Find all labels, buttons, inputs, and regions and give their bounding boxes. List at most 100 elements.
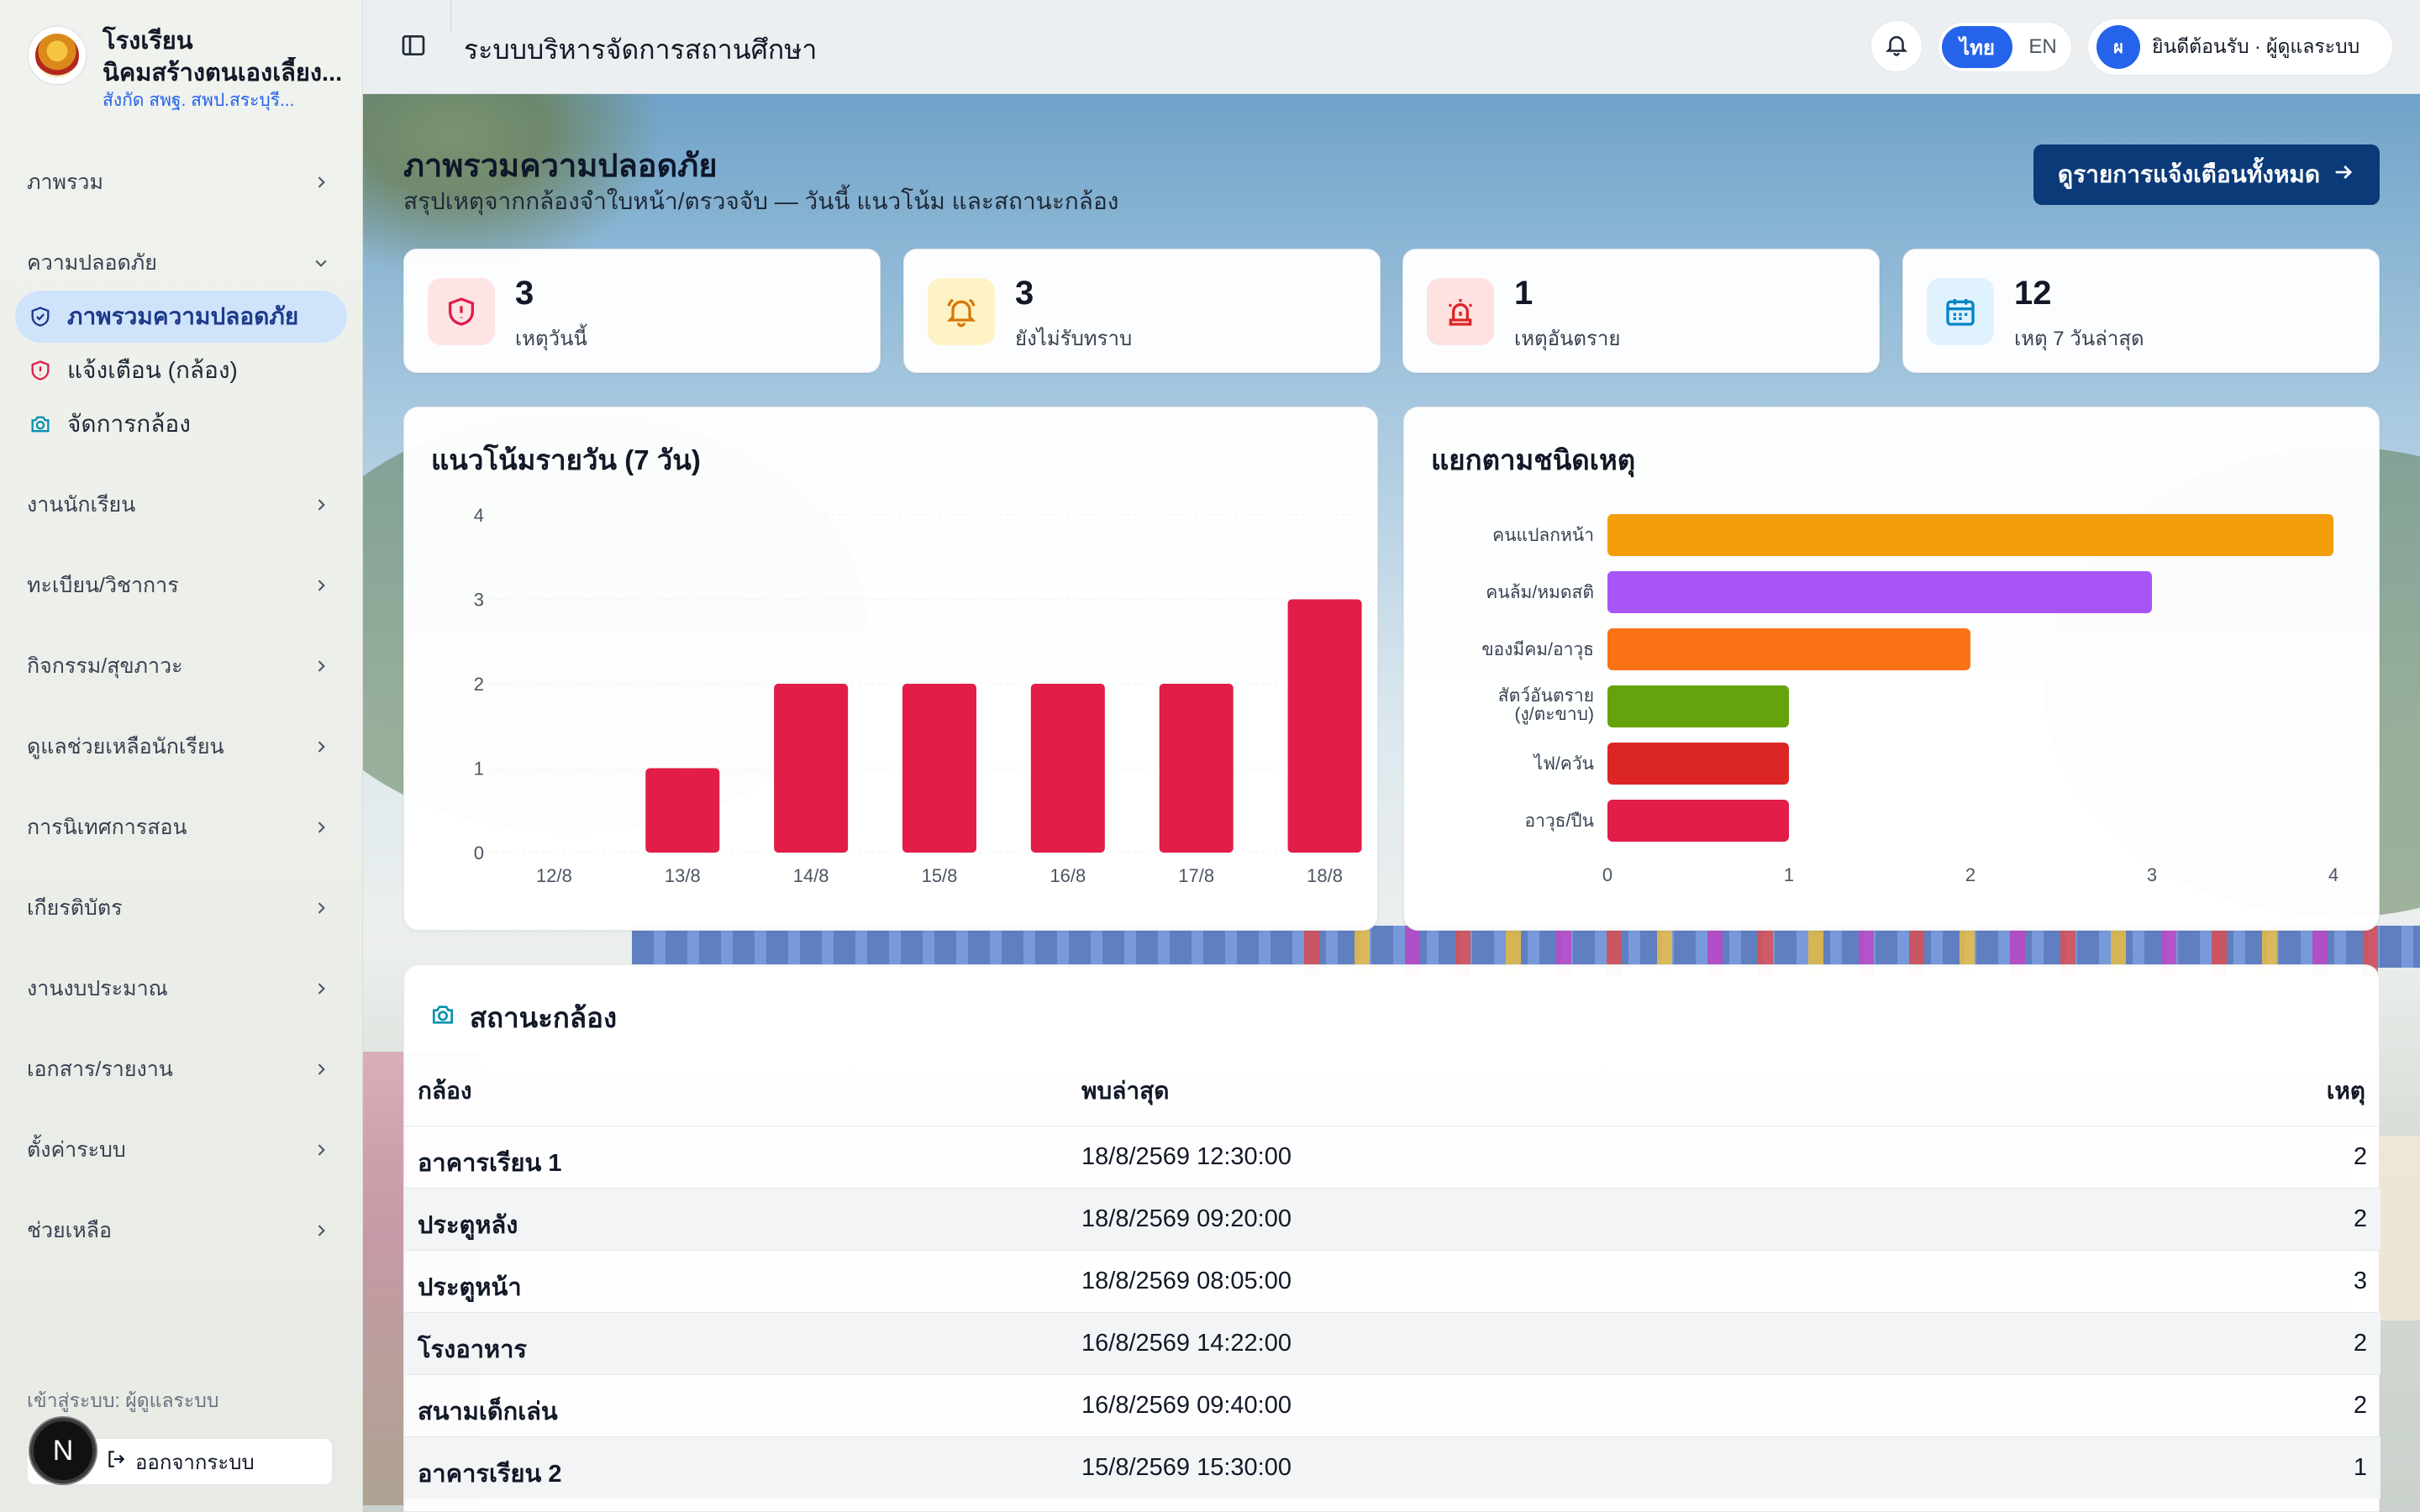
- sidebar-item-documents[interactable]: เอกสาร/รายงาน: [27, 1053, 338, 1086]
- sidebar-item-certificates[interactable]: เกียรติบัตร: [27, 891, 338, 925]
- camera-status-card: สถานะกล้อง กล้อง พบล่าสุด เหตุ อาคารเรีย…: [403, 964, 2381, 1512]
- app-title: ระบบบริหารจัดการสถานศึกษา: [464, 34, 818, 65]
- sidebar-item-help[interactable]: ช่วยเหลือ: [27, 1214, 338, 1247]
- chevron-right-icon: [304, 649, 338, 683]
- cell-events: 2: [2353, 1392, 2367, 1419]
- column-header-last-seen[interactable]: พบล่าสุด: [1081, 1078, 1170, 1104]
- stat-card-today: 3 เหตุวันนี้: [403, 249, 881, 373]
- event-type-card: แยกตามชนิดเหตุ คนแปลกหน้า คนล้ม/หมดสติ ของ…: [1403, 407, 2380, 931]
- cell-camera: สนามเด็กเล่น: [418, 1399, 558, 1425]
- table-row[interactable]: ประตูหลัง 18/8/2569 09:20:00 2: [404, 1188, 2381, 1250]
- stat-card-last7days: 12 เหตุ 7 วันล่าสุด: [1902, 249, 2380, 373]
- y-tick-label: อาวุธ/ปืน: [1524, 811, 1594, 832]
- sidebar-item-label: เอกสาร/รายงาน: [27, 1058, 173, 1081]
- cell-camera: ประตูหลัง: [418, 1212, 518, 1239]
- y-tick-label: คนล้ม/หมดสติ: [1486, 583, 1594, 602]
- table-row[interactable]: อาคารเรียน 1 18/8/2569 12:30:00 2: [404, 1126, 2381, 1188]
- stat-label: เหตุ 7 วันล่าสุด: [2014, 328, 2144, 350]
- sidebar-item-label: เกียรติบัตร: [27, 896, 123, 920]
- sidebar-item-student-care[interactable]: ดูแลช่วยเหลือนักเรียน: [27, 730, 338, 764]
- logout-icon: [105, 1448, 127, 1476]
- stat-value: 3: [1015, 275, 1034, 312]
- language-switcher: ไทย EN: [1938, 22, 2072, 72]
- sidebar-toggle-button[interactable]: [397, 30, 430, 64]
- cell-last-seen: 18/8/2569 09:20:00: [1081, 1205, 1292, 1232]
- stat-card-unacknowledged: 3 ยังไม่รับทราบ: [903, 249, 1381, 373]
- lang-th-button[interactable]: ไทย: [1942, 26, 2012, 68]
- shield-alert-icon: [428, 278, 495, 345]
- sidebar-item-safety[interactable]: ความปลอดภัย: [27, 246, 338, 280]
- notifications-button[interactable]: [1870, 20, 1923, 72]
- x-tick-label: 1: [1784, 864, 1794, 885]
- sidebar-item-settings[interactable]: ตั้งค่าระบบ: [27, 1133, 338, 1167]
- chevron-right-icon: [304, 972, 338, 1005]
- sidebar-subitem-camera-alerts[interactable]: แจ้งเตือน (กล้อง): [15, 344, 347, 396]
- stat-card-dangerous: 1 เหตุอันตราย: [1402, 249, 1880, 373]
- sidebar-item-label: งานงบประมาณ: [27, 977, 168, 1000]
- stat-label: เหตุวันนี้: [515, 328, 587, 350]
- bar: [1159, 684, 1234, 853]
- y-tick-label: ของมีคม/อาวุธ: [1481, 640, 1594, 660]
- sidebar-item-overview[interactable]: ภาพรวม: [27, 165, 338, 199]
- user-greeting: ยินดีต้อนรับ · ผู้ดูแลระบบ: [2152, 35, 2360, 57]
- sidebar-item-budget[interactable]: งานงบประมาณ: [27, 972, 338, 1005]
- bar: [1607, 628, 1970, 670]
- dev-tools-badge[interactable]: N: [30, 1418, 96, 1483]
- shield-alert-icon: [27, 357, 54, 384]
- siren-icon: [1427, 278, 1494, 345]
- sidebar-subitem-manage-cameras[interactable]: จัดการกล้อง: [15, 398, 347, 450]
- sidebar-item-activities[interactable]: กิจกรรม/สุขภาวะ: [27, 649, 338, 683]
- cell-last-seen: 16/8/2569 14:22:00: [1081, 1330, 1292, 1357]
- x-tick-label: 15/8: [922, 865, 958, 886]
- cell-last-seen: 18/8/2569 08:05:00: [1081, 1268, 1292, 1294]
- y-tick-label: 1: [474, 759, 484, 780]
- column-header-camera[interactable]: กล้อง: [418, 1078, 472, 1104]
- sidebar-subitem-label: แจ้งเตือน (กล้อง): [67, 357, 238, 383]
- table-row[interactable]: อาคารเรียน 2 15/8/2569 15:30:00 1: [404, 1436, 2381, 1499]
- bar: [1607, 685, 1789, 727]
- chevron-right-icon: [304, 891, 338, 925]
- x-tick-label: 3: [2147, 864, 2157, 885]
- sidebar-subitem-safety-overview[interactable]: ภาพรวมความปลอดภัย: [15, 291, 347, 343]
- camera-icon: [429, 1001, 456, 1035]
- table-row[interactable]: ประตูหน้า 18/8/2569 08:05:00 3: [404, 1250, 2381, 1312]
- school-affiliation: สังกัด สพฐ. สพป.สระบุรี...: [103, 91, 295, 110]
- bar: [645, 768, 720, 853]
- y-tick-label: 3: [474, 590, 484, 611]
- sidebar-item-students[interactable]: งานนักเรียน: [27, 488, 338, 522]
- y-tick-label: 0: [474, 843, 484, 864]
- chevron-right-icon: [304, 569, 338, 602]
- y-tick-label: คนแปลกหน้า: [1492, 526, 1594, 545]
- login-status: เข้าสู่ระบบ: ผู้ดูแลระบบ: [27, 1389, 219, 1411]
- cell-events: 2: [2353, 1205, 2367, 1232]
- sidebar-item-label: ตั้งค่าระบบ: [27, 1138, 126, 1162]
- daily-trend-card: แนวโน้มรายวัน (7 วัน) 0 1 2 3 4 12/8 13/8 14/8 1…: [403, 407, 1378, 931]
- x-tick-label: 12/8: [536, 865, 572, 886]
- x-tick-label: 17/8: [1178, 865, 1214, 886]
- cell-last-seen: 18/8/2569 12:30:00: [1081, 1143, 1292, 1170]
- bar: [1607, 743, 1789, 785]
- school-name-line2: นิคมสร้างตนเองเลี้ยง...: [103, 60, 343, 87]
- lang-en-button[interactable]: EN: [2028, 35, 2057, 58]
- column-header-events[interactable]: เหตุ: [2326, 1078, 2365, 1104]
- arrow-right-icon: [2332, 160, 2355, 190]
- stat-label: เหตุอันตราย: [1514, 328, 1621, 350]
- sidebar-item-registry[interactable]: ทะเบียน/วิชาการ: [27, 569, 338, 602]
- sidebar-item-label: ดูแลช่วยเหลือนักเรียน: [27, 735, 224, 759]
- sidebar-item-supervision[interactable]: การนิเทศการสอน: [27, 811, 338, 844]
- table-row[interactable]: สนามเด็กเล่น 16/8/2569 09:40:00 2: [404, 1374, 2381, 1436]
- bar: [774, 684, 849, 853]
- daily-trend-title: แนวโน้มรายวัน (7 วัน): [431, 444, 701, 475]
- school-brand[interactable]: โรงเรียน นิคมสร้างตนเองเลี้ยง... สังกัด …: [27, 25, 346, 113]
- cell-events: 1: [2353, 1454, 2367, 1481]
- user-menu[interactable]: ผ ยินดีต้อนรับ · ผู้ดูแลระบบ: [2087, 18, 2393, 76]
- table-row[interactable]: โรงอาหาร 16/8/2569 14:22:00 2: [404, 1312, 2381, 1374]
- view-all-alerts-button[interactable]: ดูรายการแจ้งเตือนทั้งหมด: [2033, 144, 2380, 205]
- chevron-right-icon: [304, 165, 338, 199]
- x-tick-label: 18/8: [1307, 865, 1343, 886]
- cell-events: 2: [2353, 1143, 2367, 1170]
- cell-last-seen: 16/8/2569 09:40:00: [1081, 1392, 1292, 1419]
- x-tick-label: 16/8: [1050, 865, 1086, 886]
- chevron-down-icon: [304, 246, 338, 280]
- chevron-right-icon: [304, 730, 338, 764]
